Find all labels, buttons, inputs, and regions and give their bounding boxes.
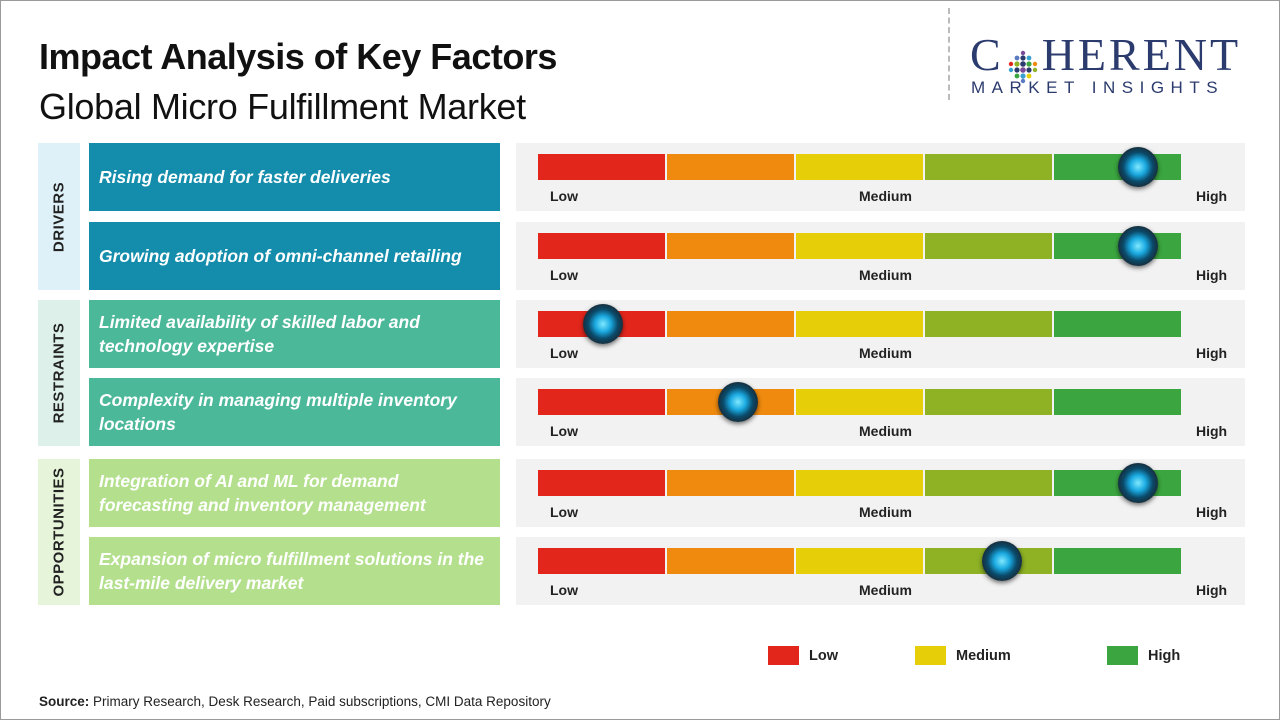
tick-medium: Medium [859, 345, 912, 361]
tick-low: Low [550, 345, 578, 361]
scale-segment [1054, 389, 1181, 415]
scale-segment [796, 389, 923, 415]
source-text: Primary Research, Desk Research, Paid su… [93, 694, 551, 709]
scale-segment [796, 233, 923, 259]
dot-grid-logo-icon [1006, 42, 1040, 84]
legend-swatch [768, 646, 799, 665]
category-opportunities: OPPORTUNITIES [38, 459, 80, 605]
legend-label: High [1148, 647, 1181, 664]
scale-segment [538, 548, 665, 574]
scale-segment [1054, 311, 1181, 337]
impact-indicator [1117, 226, 1158, 266]
scale-segment [1054, 154, 1181, 180]
tick-medium: Medium [859, 582, 912, 598]
category-label: RESTRAINTS [50, 322, 68, 424]
tick-medium: Medium [859, 267, 912, 283]
page-subtitle: Global Micro Fulfillment Market [39, 86, 526, 127]
scale-segment [796, 470, 923, 496]
legend-swatch [915, 646, 946, 665]
tick-low: Low [550, 504, 578, 520]
scale-segment [667, 470, 794, 496]
factor-label: Rising demand for faster deliveries [89, 143, 500, 211]
scale-segment [667, 548, 794, 574]
scale-segment [1054, 233, 1181, 259]
tick-medium: Medium [859, 423, 912, 439]
tick-low: Low [550, 267, 578, 283]
scale-segment [925, 389, 1052, 415]
scale-segment [796, 311, 923, 337]
scale-segment [538, 389, 665, 415]
scale-segment [925, 233, 1052, 259]
logo-wordmark: C HERENT [970, 28, 1242, 84]
legend-item-medium: Medium [915, 646, 1011, 665]
factor-label: Integration of AI and ML for demand fore… [89, 459, 500, 527]
impact-scale: Low Medium High [516, 537, 1245, 605]
impact-scale: Low Medium High [516, 143, 1245, 211]
page-title: Impact Analysis of Key Factors [39, 36, 557, 77]
scale-segment [796, 154, 923, 180]
impact-scale: Low Medium High [516, 300, 1245, 368]
scale-segment [1054, 548, 1181, 574]
legend-item-low: Low [768, 646, 838, 665]
scale-segment [538, 154, 665, 180]
tick-high: High [1196, 504, 1228, 520]
scale-segment [925, 311, 1052, 337]
factor-label: Growing adoption of omni-channel retaili… [89, 222, 500, 290]
scale-segment [925, 470, 1052, 496]
scale-segment [925, 154, 1052, 180]
tick-high: High [1196, 188, 1228, 204]
tick-high: High [1196, 345, 1228, 361]
scale-segment [538, 233, 665, 259]
factor-label: Limited availability of skilled labor an… [89, 300, 500, 368]
category-label: OPPORTUNITIES [50, 467, 68, 597]
category-label: DRIVERS [50, 181, 68, 252]
tick-high: High [1196, 582, 1228, 598]
impact-scale: Low Medium High [516, 459, 1245, 527]
legend-swatch [1107, 646, 1138, 665]
scale-segment [796, 548, 923, 574]
tick-high: High [1196, 267, 1228, 283]
category-drivers: DRIVERS [38, 143, 80, 290]
header-divider [948, 8, 950, 100]
tick-medium: Medium [859, 504, 912, 520]
tick-low: Low [550, 188, 578, 204]
logo-tagline: MARKET INSIGHTS [971, 78, 1225, 97]
scale-segment [1054, 470, 1181, 496]
scale-segment [667, 233, 794, 259]
tick-medium: Medium [859, 188, 912, 204]
impact-indicator [1117, 463, 1158, 503]
impact-indicator [582, 304, 623, 344]
logo-letter-c: C [970, 29, 1004, 80]
impact-indicator [1117, 147, 1158, 187]
impact-indicator [982, 541, 1023, 581]
scale-segment [667, 311, 794, 337]
factor-label: Complexity in managing multiple inventor… [89, 378, 500, 446]
category-restraints: RESTRAINTS [38, 300, 80, 446]
legend-label: Medium [956, 647, 1011, 664]
logo-letters-herent: HERENT [1041, 29, 1242, 80]
impact-indicator [717, 382, 758, 422]
legend-label: Low [809, 647, 838, 664]
tick-low: Low [550, 582, 578, 598]
impact-scale: Low Medium High [516, 378, 1245, 446]
tick-low: Low [550, 423, 578, 439]
impact-scale: Low Medium High [516, 222, 1245, 290]
tick-high: High [1196, 423, 1228, 439]
source-note: Source: Primary Research, Desk Research,… [39, 694, 551, 709]
source-label: Source: [39, 694, 90, 709]
scale-segment [538, 470, 665, 496]
scale-segment [667, 154, 794, 180]
factor-label: Expansion of micro fulfillment solutions… [89, 537, 500, 605]
legend-item-high: High [1107, 646, 1180, 665]
